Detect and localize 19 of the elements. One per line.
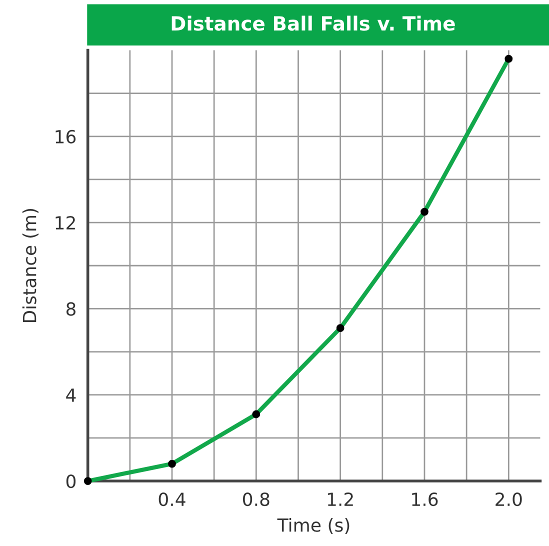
x-tick-label: 0.4 (158, 492, 186, 506)
x-tick-label: 0.8 (243, 492, 270, 506)
point (504, 54, 513, 63)
y-tick-label: 0 (66, 474, 76, 488)
y-tick-label: 16 (56, 130, 76, 144)
y-tick-label: 12 (56, 216, 75, 230)
point (84, 477, 92, 485)
y-tick-label: 4 (66, 388, 76, 402)
x-tick-label: 2.0 (496, 492, 522, 506)
x-tick-label: 1.2 (328, 492, 353, 506)
x-tick-label: 1.6 (412, 492, 438, 506)
x-axis-title: Time (s) (277, 518, 350, 534)
chart-title: Distance Ball Falls v. Time (172, 16, 455, 31)
point (420, 208, 428, 216)
y-axis-title: Distance (m) (22, 208, 38, 322)
point (168, 460, 176, 468)
point (252, 410, 260, 418)
point (336, 324, 344, 332)
y-tick-label: 8 (66, 302, 76, 316)
